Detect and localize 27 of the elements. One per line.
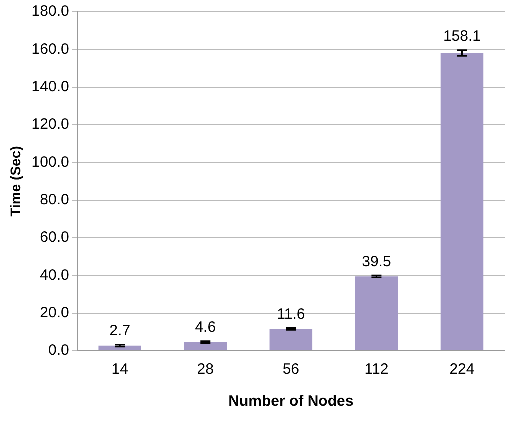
bar [184,342,228,350]
data-label: 2.7 [110,322,131,340]
data-label: 158.1 [443,28,482,46]
x-tick-label: 14 [112,361,128,378]
data-label: 11.6 [277,306,306,323]
bar [270,329,313,350]
y-tick-label: 120.0 [32,116,70,134]
data-label: 4.6 [195,319,216,336]
y-axis-title: Time (Sec) [7,146,24,217]
y-tick-label: 160.0 [32,40,70,58]
y-tick-label: 100.0 [32,154,70,171]
y-tick-label: 40.0 [40,266,70,284]
x-tick-label: 28 [197,361,214,378]
y-tick-label: 0.0 [48,342,70,360]
bar [98,346,142,350]
x-axis-title: Number of Nodes [228,393,354,410]
x-tick-label: 56 [282,361,300,378]
data-label: 39.5 [362,253,392,270]
y-tick-label: 180.0 [32,3,70,20]
x-tick-label: 224 [450,361,475,378]
y-tick-label: 20.0 [40,304,70,322]
y-tick-label: 140.0 [32,78,70,96]
x-tick-label: 112 [364,361,389,378]
bar [355,276,398,350]
bar [440,53,484,350]
y-tick-label: 60.0 [40,229,70,246]
y-tick-label: 80.0 [40,191,70,208]
